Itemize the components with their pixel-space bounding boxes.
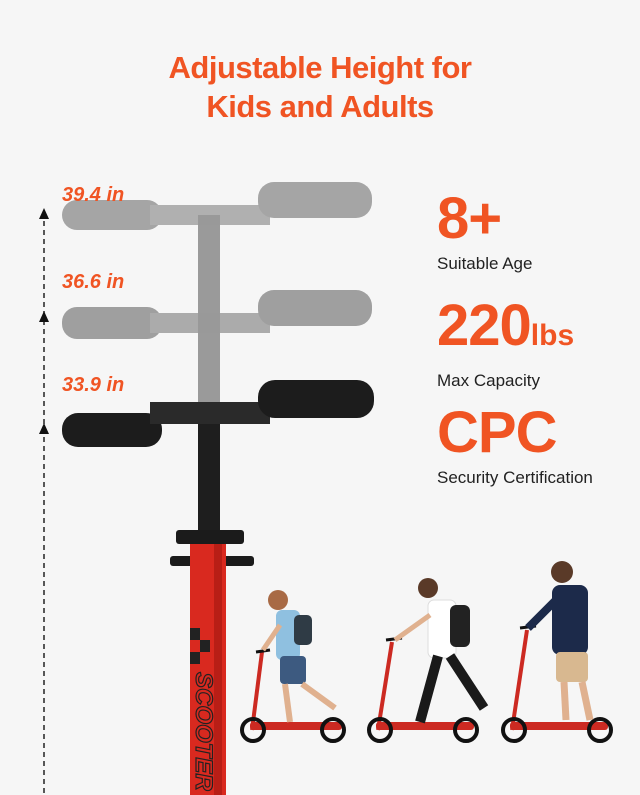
handlebar-39-4 bbox=[62, 182, 372, 230]
stat-capacity: 220lbs Max Capacity bbox=[437, 297, 574, 391]
handlebar-36-6 bbox=[62, 290, 372, 339]
title-line-1: Adjustable Height for bbox=[168, 50, 472, 85]
stat-certification: CPC Security Certification bbox=[437, 404, 593, 488]
rider-kid-2 bbox=[367, 578, 489, 743]
rider-adult bbox=[501, 561, 613, 743]
page-title: Adjustable Height for Kids and Adults bbox=[0, 48, 640, 126]
stem-logo: SCOOTER bbox=[190, 672, 217, 791]
title-line-2: Kids and Adults bbox=[206, 89, 434, 124]
height-arrow bbox=[39, 208, 49, 795]
height-label-low: 33.9 in bbox=[62, 374, 125, 396]
stat-age: 8+ Suitable Age bbox=[437, 190, 532, 274]
stat-certification-value: CPC bbox=[437, 400, 557, 465]
handlebar-33-9 bbox=[62, 380, 374, 447]
stat-certification-label: Security Certification bbox=[437, 468, 593, 487]
height-label-mid: 36.6 in bbox=[62, 271, 125, 293]
stat-age-value: 8+ bbox=[437, 186, 502, 251]
height-label-high: 39.4 in bbox=[62, 184, 125, 206]
stat-capacity-unit: lbs bbox=[530, 319, 575, 352]
stat-age-label: Suitable Age bbox=[437, 254, 533, 273]
stat-capacity-value: 220 bbox=[437, 293, 532, 358]
stat-capacity-label: Max Capacity bbox=[437, 371, 540, 390]
rider-kid-1 bbox=[240, 590, 346, 743]
